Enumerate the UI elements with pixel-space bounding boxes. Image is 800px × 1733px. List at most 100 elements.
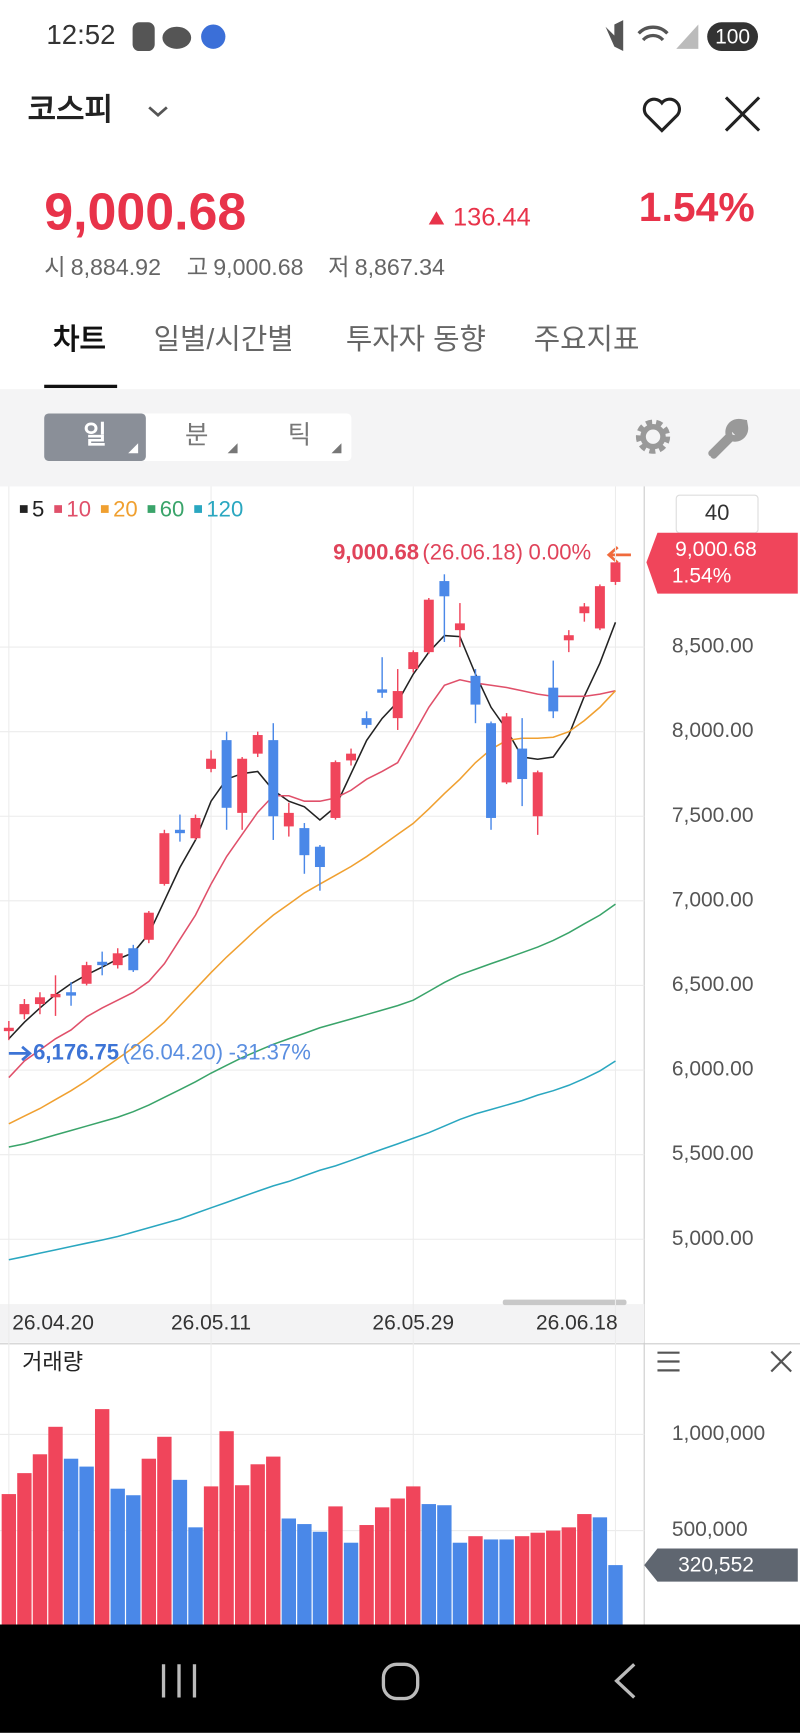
candle-body [221, 740, 232, 808]
y-tick-label: 8,000.00 [672, 719, 754, 742]
high-annotation: 9,000.68 (26.06.18) 0.00% [333, 539, 591, 564]
summary-value: 9,000.68 [213, 254, 303, 280]
price-change: 136.44 [453, 204, 531, 232]
nav-home[interactable] [381, 1662, 420, 1701]
volume-bar [561, 1527, 576, 1627]
price-chart [0, 486, 645, 1625]
candle-body [423, 599, 434, 653]
low-annotation: 6,176.75 (26.04.20) -31.37% [33, 1039, 311, 1064]
price-arrow [606, 546, 631, 564]
candle-body [206, 758, 217, 769]
candle-body [314, 846, 325, 868]
tab[interactable]: 일별/시간별 [154, 324, 294, 356]
candle-body [299, 828, 310, 856]
volume-bar [157, 1436, 172, 1627]
volume-bar [608, 1565, 623, 1627]
volume-title: 거래량 [22, 1350, 83, 1375]
candle-body [66, 992, 77, 996]
candle-body [190, 817, 201, 839]
tab[interactable]: 주요지표 [534, 324, 640, 356]
settings-button[interactable] [635, 419, 671, 454]
volume-bar [172, 1479, 188, 1627]
volume-bar [219, 1431, 234, 1627]
candle-body [3, 1027, 14, 1032]
volume-menu[interactable] [657, 1351, 680, 1372]
y-tick-label: 5,000.00 [672, 1227, 754, 1250]
volume-bar [577, 1514, 592, 1627]
candle-body [563, 635, 574, 641]
tab[interactable]: 차트 [53, 324, 106, 356]
y-tick-label: 8,500.00 [672, 635, 754, 658]
volume-bar [250, 1464, 265, 1627]
candle-body [532, 772, 543, 817]
volume-bar [514, 1536, 530, 1627]
volume-bar [499, 1539, 514, 1627]
tools-button[interactable] [708, 418, 749, 459]
volume-tag [644, 1548, 798, 1582]
favorite-button[interactable] [642, 97, 681, 133]
summary-label: 시 [44, 254, 65, 280]
x-tick-label: 26.04.20 [12, 1312, 94, 1335]
candle-body [517, 748, 528, 780]
volume-bar [79, 1466, 94, 1627]
nav-back[interactable] [614, 1663, 636, 1699]
period-input-value[interactable]: 40 [705, 500, 730, 525]
candle-body [112, 953, 123, 966]
volume-bar [312, 1531, 328, 1627]
volume-bar [266, 1456, 281, 1627]
moving-average-line [8, 678, 616, 1079]
summary-value: 8,867.34 [355, 254, 445, 280]
annotation-pct: -31.37% [229, 1039, 311, 1064]
scrollbar[interactable] [502, 1299, 627, 1306]
legend-label: 60 [160, 497, 185, 522]
summary-label: 저 [328, 254, 349, 280]
wifi-icon [637, 25, 669, 42]
legend-swatch [147, 505, 156, 513]
battery-level: 100 [715, 25, 750, 48]
candle-body [19, 1004, 30, 1015]
gear-teeth [635, 419, 671, 454]
notification-icon [201, 24, 226, 49]
x-tick-label: 26.06.18 [536, 1312, 618, 1335]
status-icons [132, 20, 699, 52]
volume-bar [48, 1426, 63, 1627]
volume-bar [406, 1486, 421, 1627]
dropdown-marker [128, 443, 139, 454]
period-option[interactable]: 일 [83, 421, 106, 449]
candle-body [283, 812, 294, 827]
period-selected [44, 413, 146, 461]
dropdown-marker [227, 443, 238, 454]
period-option[interactable]: 분 [185, 421, 208, 449]
close-button[interactable] [724, 96, 761, 132]
volume-bar [374, 1507, 390, 1627]
volume-bar [63, 1458, 79, 1627]
current-price: 9,000.68 [44, 183, 246, 241]
moving-average-line [8, 1060, 616, 1261]
annotation-date: (26.04.20) [122, 1039, 223, 1064]
volume-bar [390, 1498, 405, 1627]
annotation-value: 9,000.68 [333, 539, 419, 564]
volume-close[interactable] [770, 1350, 792, 1373]
legend-label: 5 [32, 497, 44, 522]
volume-bar [94, 1409, 110, 1627]
y-tick-label: 500,000 [672, 1518, 748, 1541]
candle-body [128, 948, 139, 971]
dropdown-chevron[interactable] [148, 106, 168, 117]
battery [707, 22, 759, 52]
legend-swatch [19, 505, 28, 513]
tab[interactable]: 투자자 동향 [346, 324, 486, 356]
price-tag-value: 9,000.68 [675, 538, 757, 561]
nav-recent[interactable] [161, 1664, 197, 1698]
candle-body [392, 691, 403, 719]
volume-bar [421, 1504, 436, 1627]
period-option[interactable]: 틱 [288, 421, 311, 449]
legend-label: 120 [206, 497, 243, 522]
volume-bar [437, 1505, 452, 1627]
candle-body [34, 997, 45, 1005]
annotation-date: (26.06.18) [422, 539, 523, 564]
ohlc-summary: 시 8,884.92 고 9,000.68 저 8,867.34 [44, 254, 445, 280]
volume-bar [188, 1527, 203, 1627]
header-title[interactable]: 코스피 [28, 92, 113, 127]
candle-body [50, 993, 61, 998]
